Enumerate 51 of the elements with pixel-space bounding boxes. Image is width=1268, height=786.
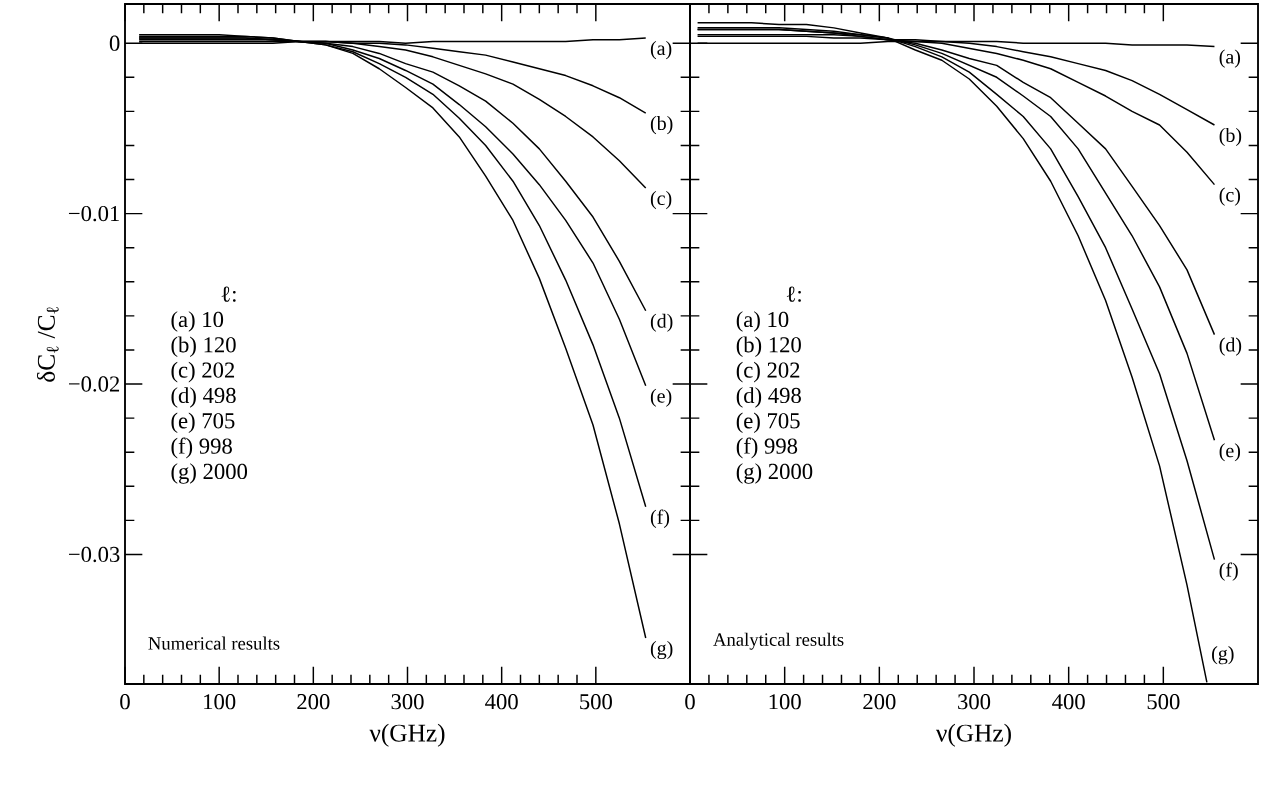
annotation: (b) 120 [171,336,236,358]
annotation: (f) 998 [736,437,798,459]
x-tick-label: 200 [863,694,896,710]
x-tick-label: 400 [1052,694,1085,710]
x-axis-title: ν(GHz) [935,723,1011,747]
x-tick-label: 300 [958,694,991,710]
legend-label: (a) [1219,49,1241,68]
legend-label: (c) [1219,187,1241,206]
annotation: (a) 10 [736,311,789,332]
annotation: ℓ: [221,286,236,302]
legend-label: (c) [650,191,672,210]
series-label: (g) [650,640,673,660]
x-tick-label: 0 [685,694,695,710]
x-tick-label: 200 [297,694,330,710]
legend-label: (a) [650,41,672,60]
annotation: (c) 202 [736,361,800,383]
annotation: (e) 705 [736,412,800,434]
annotation: (d) 498 [171,387,236,408]
x-tick-label: 500 [580,694,612,710]
legend-label: (d) [650,313,673,332]
y-axis-title: δC$_{ℓ}$ /C$_{ℓ}$ [36,307,59,382]
legend-label: (e) [650,388,672,407]
annotation: (b) 120 [736,336,801,358]
annotation: (e) 705 [171,412,235,434]
annotation: (g) 2000 [736,463,813,484]
y-tick-label: −0.03 [68,546,120,563]
x-tick-label: 300 [391,694,424,710]
legend-label: (f) [1219,562,1238,581]
series-label: (e) [1219,443,1241,462]
x-tick-label: 500 [1147,694,1180,710]
annotation: (c) 202 [171,361,235,383]
x-tick-label: 400 [485,694,518,710]
legend-label: (d) [1219,337,1242,356]
annotation: (g) 2000 [171,463,248,484]
annotation: (f) 998 [171,437,232,459]
y-tick-label: 0 [109,35,120,51]
y-tick-label: −0.02 [68,376,120,392]
annotation: Analytical results [713,632,844,650]
x-tick-label: 100 [769,694,801,710]
series-label: (g) [1212,646,1234,665]
x-tick-label: 0 [120,694,130,710]
annotation: Numerical results [148,636,280,650]
annotation: (a) 10 [171,311,224,332]
legend-label: (b) [650,116,673,135]
x-axis-title: ν(GHz) [369,723,445,747]
annotation: (d) 498 [736,387,801,408]
legend-label: (b) [1219,127,1242,147]
x-tick-label: 100 [204,694,236,710]
annotation: ℓ: [786,286,801,302]
legend-label: (f) [650,509,670,528]
y-tick-label: −0.01 [68,205,119,222]
